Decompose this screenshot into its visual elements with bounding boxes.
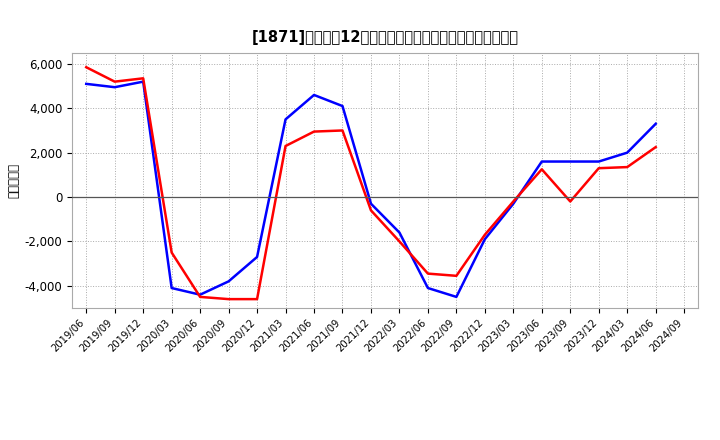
経常利益 (310, 92, 318, 98)
経常利益 (566, 159, 575, 164)
Line: 経常利益: 経常利益 (86, 82, 656, 297)
当期純利益 (253, 297, 261, 302)
当期純利益 (110, 79, 119, 84)
経常利益 (537, 159, 546, 164)
当期純利益 (196, 294, 204, 300)
当期純利益 (282, 143, 290, 149)
当期純利益 (452, 273, 461, 279)
経常利益 (509, 201, 518, 206)
Title: [1871]　利益の12か月移動合計の対前年同期増減額の推移: [1871] 利益の12か月移動合計の対前年同期増減額の推移 (252, 29, 518, 45)
経常利益 (623, 150, 631, 155)
当期純利益 (509, 199, 518, 204)
当期純利益 (310, 129, 318, 134)
経常利益 (139, 79, 148, 84)
当期純利益 (225, 297, 233, 302)
経常利益 (395, 230, 404, 235)
経常利益 (82, 81, 91, 87)
経常利益 (595, 159, 603, 164)
当期純利益 (595, 165, 603, 171)
経常利益 (338, 103, 347, 109)
経常利益 (282, 117, 290, 122)
当期純利益 (423, 271, 432, 276)
当期純利益 (566, 199, 575, 204)
Line: 当期純利益: 当期純利益 (86, 67, 656, 299)
当期純利益 (139, 76, 148, 81)
経常利益 (652, 121, 660, 126)
経常利益 (480, 237, 489, 242)
Y-axis label: （百万円）: （百万円） (7, 163, 20, 198)
当期純利益 (366, 208, 375, 213)
経常利益 (110, 84, 119, 90)
当期純利益 (338, 128, 347, 133)
当期純利益 (395, 239, 404, 244)
当期純利益 (82, 65, 91, 70)
経常利益 (167, 286, 176, 291)
経常利益 (423, 286, 432, 291)
経常利益 (366, 201, 375, 206)
経常利益 (196, 292, 204, 297)
経常利益 (253, 254, 261, 260)
当期純利益 (480, 232, 489, 238)
当期純利益 (623, 165, 631, 170)
経常利益 (225, 279, 233, 284)
当期純利益 (167, 250, 176, 255)
当期純利益 (537, 167, 546, 172)
経常利益 (452, 294, 461, 300)
当期純利益 (652, 144, 660, 150)
